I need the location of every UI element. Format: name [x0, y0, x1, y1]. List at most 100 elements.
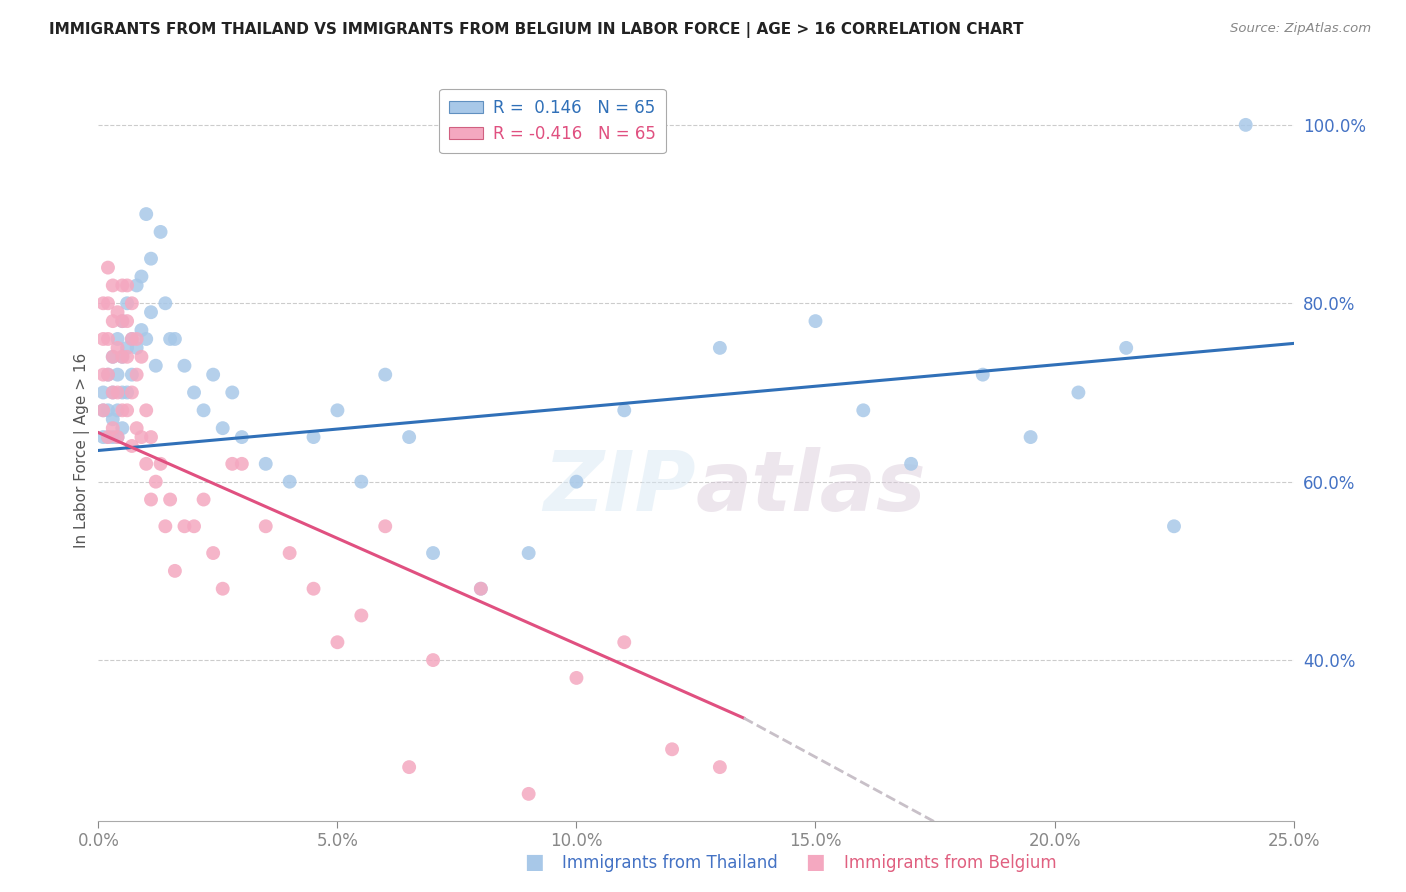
- Point: [1115, 341, 1137, 355]
- Point: [125, 368, 148, 382]
- Point: [155, 296, 177, 310]
- Point: [111, 314, 134, 328]
- Point: [173, 359, 195, 373]
- Point: [374, 368, 396, 382]
- Point: [374, 519, 396, 533]
- Point: [231, 457, 253, 471]
- Point: [1234, 118, 1257, 132]
- Point: [121, 296, 143, 310]
- Point: [302, 582, 325, 596]
- Legend: R =  0.146   N = 65, R = -0.416   N = 65: R = 0.146 N = 65, R = -0.416 N = 65: [440, 88, 665, 153]
- Point: [326, 403, 349, 417]
- Point: [91, 403, 114, 417]
- Point: [254, 519, 277, 533]
- Point: [1067, 385, 1090, 400]
- Text: Immigrants from Thailand: Immigrants from Thailand: [562, 855, 778, 872]
- Point: [107, 403, 129, 417]
- Point: [613, 635, 636, 649]
- Point: [107, 430, 129, 444]
- Point: [97, 430, 120, 444]
- Point: [121, 368, 143, 382]
- Point: [111, 403, 134, 417]
- Point: [91, 296, 114, 310]
- Point: [115, 278, 138, 293]
- Point: [101, 350, 124, 364]
- Point: [145, 475, 167, 489]
- Point: [398, 430, 420, 444]
- Point: [115, 350, 138, 364]
- Point: [202, 368, 225, 382]
- Point: [125, 341, 148, 355]
- Point: [107, 341, 129, 355]
- Point: [91, 385, 114, 400]
- Point: [163, 332, 186, 346]
- Point: [709, 760, 731, 774]
- Point: [97, 296, 120, 310]
- Point: [97, 260, 120, 275]
- Point: [135, 457, 157, 471]
- Point: [91, 430, 114, 444]
- Point: [101, 412, 124, 426]
- Point: [900, 457, 922, 471]
- Point: [97, 430, 120, 444]
- Point: [211, 421, 233, 435]
- Point: [115, 341, 138, 355]
- Point: [111, 350, 134, 364]
- Y-axis label: In Labor Force | Age > 16: In Labor Force | Age > 16: [75, 353, 90, 548]
- Point: [517, 546, 540, 560]
- Point: [221, 457, 243, 471]
- Point: [131, 430, 153, 444]
- Point: [613, 403, 636, 417]
- Point: [115, 314, 138, 328]
- Point: [149, 457, 172, 471]
- Point: [804, 314, 827, 328]
- Point: [278, 546, 301, 560]
- Point: [139, 252, 162, 266]
- Point: [155, 519, 177, 533]
- Point: [131, 350, 153, 364]
- Point: [302, 430, 325, 444]
- Point: [163, 564, 186, 578]
- Text: Immigrants from Belgium: Immigrants from Belgium: [844, 855, 1056, 872]
- Point: [115, 403, 138, 417]
- Point: [145, 359, 167, 373]
- Point: [159, 492, 181, 507]
- Point: [422, 653, 444, 667]
- Point: [115, 296, 138, 310]
- Point: [97, 403, 120, 417]
- Point: [350, 475, 373, 489]
- Text: ZIP: ZIP: [543, 447, 696, 528]
- Point: [135, 403, 157, 417]
- Point: [135, 332, 157, 346]
- Point: [101, 385, 124, 400]
- Point: [115, 385, 138, 400]
- Point: [111, 385, 134, 400]
- Point: [422, 546, 444, 560]
- Point: [202, 546, 225, 560]
- Point: [111, 350, 134, 364]
- Text: ■: ■: [524, 853, 544, 872]
- Point: [231, 430, 253, 444]
- Point: [125, 278, 148, 293]
- Point: [101, 430, 124, 444]
- Point: [565, 475, 588, 489]
- Point: [183, 519, 205, 533]
- Point: [221, 385, 243, 400]
- Point: [1019, 430, 1042, 444]
- Point: [111, 278, 134, 293]
- Point: [125, 332, 148, 346]
- Point: [852, 403, 875, 417]
- Text: atlas: atlas: [696, 447, 927, 528]
- Point: [91, 368, 114, 382]
- Point: [121, 332, 143, 346]
- Text: IMMIGRANTS FROM THAILAND VS IMMIGRANTS FROM BELGIUM IN LABOR FORCE | AGE > 16 CO: IMMIGRANTS FROM THAILAND VS IMMIGRANTS F…: [49, 22, 1024, 38]
- Point: [97, 368, 120, 382]
- Point: [97, 368, 120, 382]
- Point: [398, 760, 420, 774]
- Point: [111, 421, 134, 435]
- Point: [139, 492, 162, 507]
- Point: [101, 278, 124, 293]
- Point: [159, 332, 181, 346]
- Point: [91, 332, 114, 346]
- Point: [173, 519, 195, 533]
